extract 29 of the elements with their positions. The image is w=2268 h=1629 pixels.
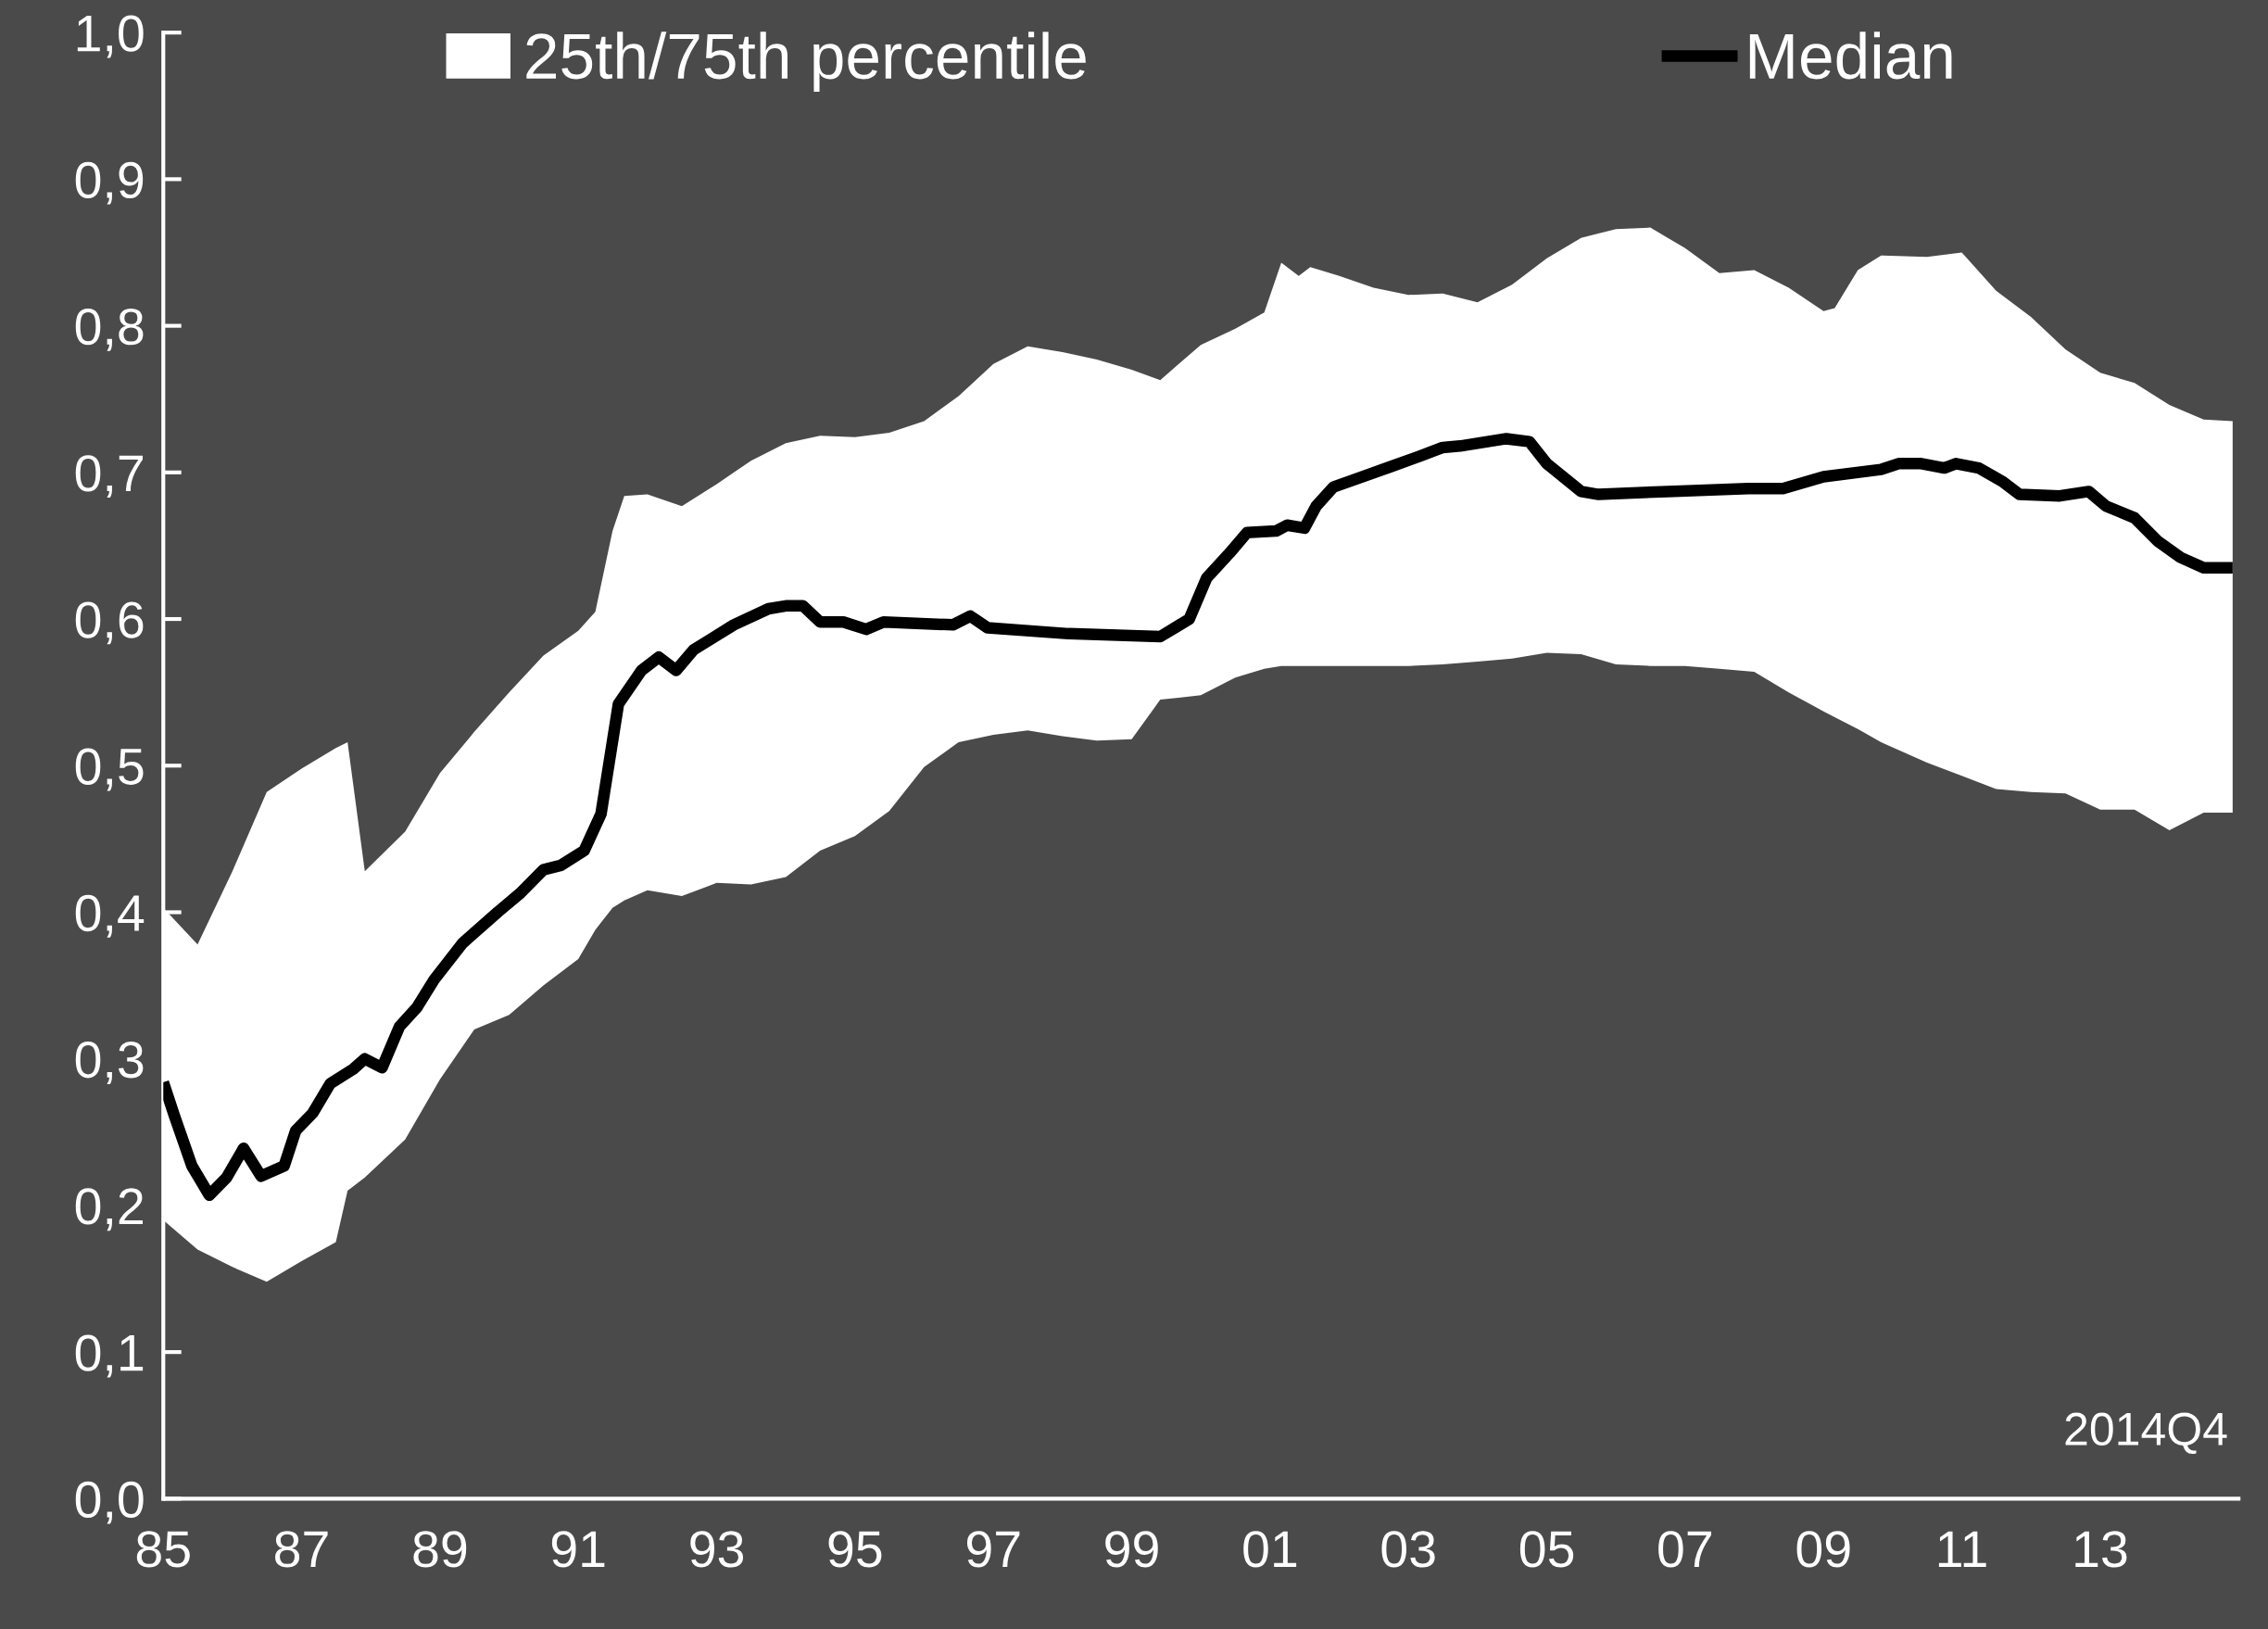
x-tick-label: 89 <box>413 1531 467 1568</box>
x-tick-label: 93 <box>690 1531 744 1568</box>
y-tick-label: 0,7 <box>75 455 144 499</box>
x-tick-label: 85 <box>136 1531 190 1568</box>
x-tick-label: 95 <box>828 1531 882 1568</box>
x-tick-label: 97 <box>966 1531 1020 1568</box>
legend-label: 25th/75th percentile <box>526 32 1086 93</box>
x-tick-label: 11 <box>1938 1531 1986 1567</box>
y-tick-label: 0,2 <box>75 1188 144 1231</box>
y-tick-label: 1,0 <box>77 15 144 58</box>
x-tick-label: 03 <box>1381 1531 1435 1568</box>
y-tick-label: 0,8 <box>75 308 144 351</box>
x-tick-label: 13 <box>2075 1531 2127 1568</box>
x-tick-label: 07 <box>1658 1531 1711 1568</box>
x-tick-label: 01 <box>1243 1531 1297 1568</box>
y-tick-label: 0,9 <box>75 161 144 205</box>
y-tick-label: 0,1 <box>75 1334 144 1378</box>
x-tick-label: 05 <box>1519 1531 1574 1568</box>
x-tick-label: 87 <box>275 1531 328 1568</box>
x-tick-label: 91 <box>551 1531 605 1568</box>
y-tick-label: 0,6 <box>75 601 144 645</box>
y-tick-label: 0,5 <box>75 748 144 791</box>
y-tick-label: 0,3 <box>75 1042 144 1084</box>
annotation: 2014Q4 <box>2065 1412 2227 1454</box>
y-tick-label: 0,4 <box>75 894 145 938</box>
legend-label: Median <box>1749 32 1952 80</box>
y-tick-label: 0,0 <box>75 1481 144 1524</box>
x-tick-label: 99 <box>1105 1531 1158 1568</box>
x-tick-label: 09 <box>1796 1531 1850 1568</box>
